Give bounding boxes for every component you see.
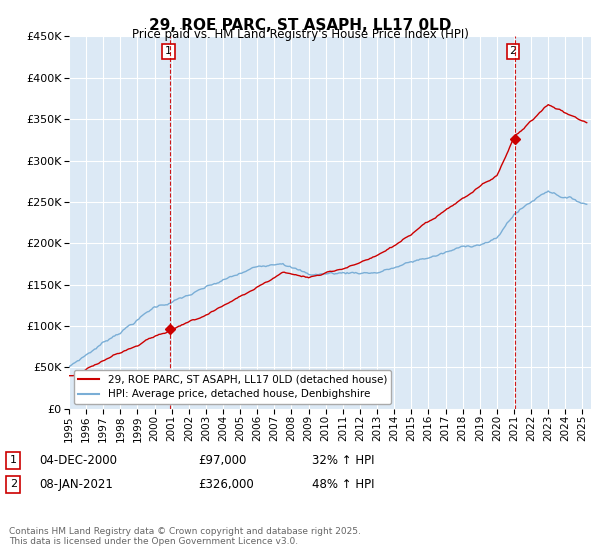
Text: Price paid vs. HM Land Registry's House Price Index (HPI): Price paid vs. HM Land Registry's House … (131, 28, 469, 41)
Text: 2: 2 (509, 46, 517, 57)
Text: 08-JAN-2021: 08-JAN-2021 (39, 478, 113, 491)
Text: £326,000: £326,000 (198, 478, 254, 491)
Text: 29, ROE PARC, ST ASAPH, LL17 0LD: 29, ROE PARC, ST ASAPH, LL17 0LD (149, 18, 451, 33)
Text: 2: 2 (10, 479, 17, 489)
Text: Contains HM Land Registry data © Crown copyright and database right 2025.
This d: Contains HM Land Registry data © Crown c… (9, 526, 361, 546)
Text: 1: 1 (165, 46, 172, 57)
Text: 04-DEC-2000: 04-DEC-2000 (39, 454, 117, 467)
Text: 48% ↑ HPI: 48% ↑ HPI (312, 478, 374, 491)
Text: £97,000: £97,000 (198, 454, 247, 467)
Legend: 29, ROE PARC, ST ASAPH, LL17 0LD (detached house), HPI: Average price, detached : 29, ROE PARC, ST ASAPH, LL17 0LD (detach… (74, 370, 391, 404)
Text: 32% ↑ HPI: 32% ↑ HPI (312, 454, 374, 467)
Text: 1: 1 (10, 455, 17, 465)
